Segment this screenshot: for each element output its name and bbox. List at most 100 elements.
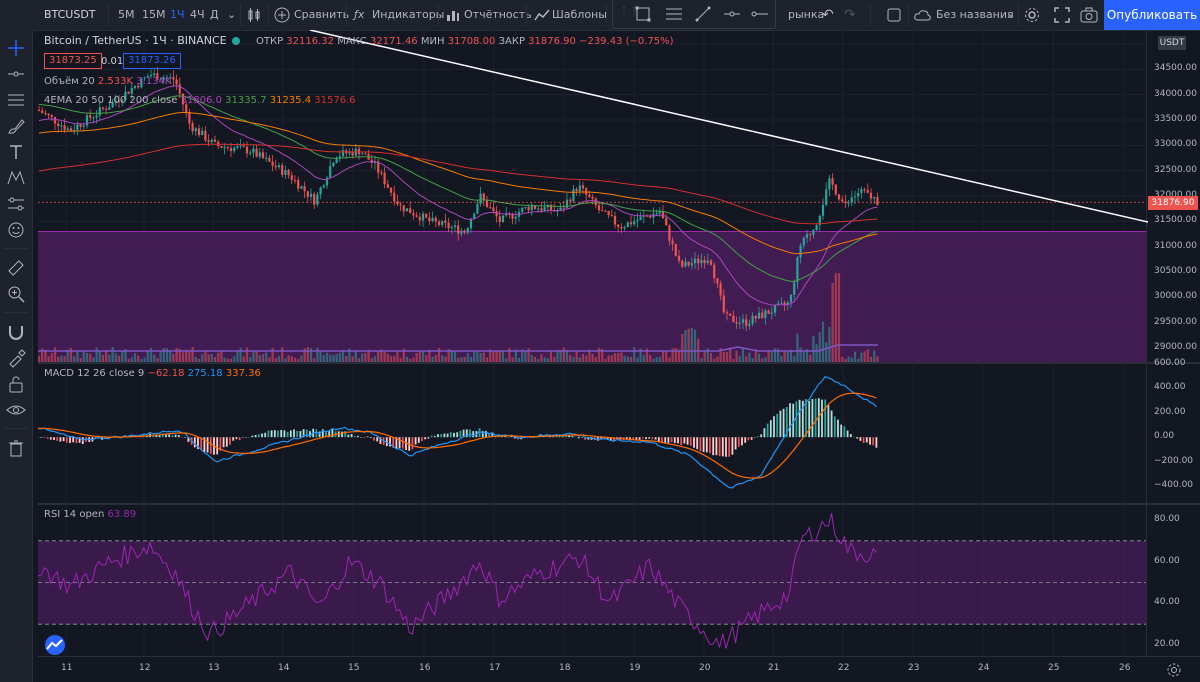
- financials-button[interactable]: Отчётность: [464, 8, 532, 21]
- macd-histogram-bar: [712, 437, 715, 456]
- candle: [92, 117, 95, 119]
- candle: [623, 227, 626, 229]
- interval-1h[interactable]: 1Ч: [170, 8, 185, 21]
- volume-bar: [281, 347, 284, 362]
- macd-histogram-bar: [158, 435, 161, 438]
- undo-icon[interactable]: ↶: [822, 7, 834, 23]
- publish-button[interactable]: Опубликовать: [1104, 0, 1200, 30]
- horizontal-line-icon[interactable]: [751, 6, 769, 22]
- compare-button[interactable]: Сравнить: [294, 8, 350, 21]
- zoom-in-icon[interactable]: [6, 284, 26, 304]
- candle: [773, 304, 777, 313]
- volume-bar: [287, 355, 290, 362]
- candle: [63, 125, 66, 130]
- volume-bar: [809, 354, 812, 362]
- price-chart[interactable]: [38, 30, 1200, 682]
- macd-histogram-bar: [625, 437, 628, 440]
- macd-histogram-bar: [251, 435, 254, 438]
- macd-histogram-bar: [38, 437, 39, 438]
- candle: [540, 208, 543, 211]
- volume-bar: [578, 357, 581, 362]
- trendline-tool-icon[interactable]: [695, 6, 711, 22]
- divider: [4, 312, 28, 313]
- interval-1d[interactable]: Д: [210, 8, 219, 21]
- candle: [633, 221, 636, 225]
- candle: [617, 224, 620, 228]
- interval-dropdown-icon[interactable]: ⌄: [227, 8, 237, 21]
- chart-type-candles-icon[interactable]: [246, 7, 262, 23]
- volume-bar: [505, 358, 508, 362]
- volume-bar: [373, 356, 377, 362]
- pattern-tool-icon[interactable]: [6, 168, 26, 188]
- volume-bar: [514, 349, 517, 362]
- candle: [770, 312, 773, 314]
- drag-handle-icon[interactable]: ⋮⋮: [619, 6, 639, 17]
- buy-price-box[interactable]: 31873.26: [123, 53, 181, 69]
- interval-15m[interactable]: 15M: [142, 8, 166, 21]
- axis-settings-gear-icon[interactable]: [1166, 662, 1182, 678]
- eye-icon[interactable]: [6, 400, 26, 420]
- volume-bar: [463, 357, 466, 362]
- stay-drawing-icon[interactable]: [6, 348, 26, 368]
- candle: [581, 185, 585, 189]
- macd-histogram-bar: [504, 436, 507, 438]
- parallel-channel-icon[interactable]: [6, 90, 26, 110]
- layout-dropdown-icon[interactable]: ⌄: [1006, 8, 1016, 21]
- time-tick-label: 23: [908, 663, 920, 673]
- macd-histogram-bar: [283, 430, 286, 438]
- crosshair-icon[interactable]: [6, 38, 26, 58]
- candle: [114, 100, 117, 103]
- tradingview-logo-icon[interactable]: [42, 634, 68, 656]
- candle: [76, 124, 79, 130]
- horizontal-line-tool-icon[interactable]: [6, 64, 26, 84]
- magnet-icon[interactable]: [6, 322, 26, 342]
- volume-bar: [597, 347, 601, 362]
- indicators-button[interactable]: Индикаторы: [372, 8, 445, 21]
- horizontal-ray-icon[interactable]: [723, 6, 741, 22]
- macd-histogram-bar: [385, 437, 388, 447]
- volume-bar: [319, 350, 322, 362]
- currency-label[interactable]: USDT: [1158, 36, 1186, 50]
- volume-bar: [796, 333, 799, 362]
- market-button-partial[interactable]: рынка: [788, 8, 825, 21]
- rsi-tick-label: 20.00: [1154, 639, 1180, 649]
- text-tool-icon[interactable]: [6, 142, 26, 162]
- redo-icon[interactable]: ↷: [844, 7, 856, 23]
- select-layout-icon[interactable]: [886, 7, 902, 23]
- interval-5m[interactable]: 5M: [118, 8, 135, 21]
- macd-histogram-bar: [267, 430, 270, 438]
- candle: [47, 113, 50, 116]
- macd-histogram-bar: [814, 398, 817, 438]
- layout-name[interactable]: Без названия: [936, 8, 1014, 21]
- sell-price-box[interactable]: 31873.25: [44, 53, 102, 69]
- lines-tool-icon[interactable]: [665, 6, 683, 22]
- gear-icon[interactable]: [1024, 7, 1040, 23]
- candle: [841, 199, 844, 202]
- candle: [223, 147, 226, 149]
- candle: [268, 157, 271, 162]
- candle: [697, 258, 700, 264]
- candle: [719, 283, 722, 296]
- ruler-icon[interactable]: [6, 258, 26, 278]
- rectangle-tool-icon[interactable]: [635, 6, 651, 22]
- emoji-icon[interactable]: [6, 220, 26, 240]
- camera-icon[interactable]: [1080, 7, 1098, 23]
- macd-histogram-bar: [219, 437, 222, 451]
- macd-histogram-bar: [398, 437, 401, 449]
- volume-bar: [828, 327, 831, 362]
- candle: [325, 177, 329, 186]
- lock-icon[interactable]: [6, 374, 26, 394]
- macd-histogram-bar: [177, 434, 180, 438]
- volume-bar: [860, 352, 863, 362]
- symbol-search[interactable]: BTCUSDT: [44, 8, 96, 21]
- templates-button[interactable]: Шаблоны: [552, 8, 607, 21]
- interval-4h[interactable]: 4Ч: [190, 8, 205, 21]
- compare-plus-icon[interactable]: [274, 7, 290, 23]
- macd-histogram-bar: [261, 433, 263, 438]
- volume-bar: [588, 349, 591, 362]
- brush-icon[interactable]: [6, 116, 26, 136]
- macd-histogram-bar: [43, 436, 46, 438]
- fullscreen-icon[interactable]: [1054, 7, 1070, 23]
- prediction-tool-icon[interactable]: [6, 194, 26, 214]
- trash-icon[interactable]: [6, 438, 26, 458]
